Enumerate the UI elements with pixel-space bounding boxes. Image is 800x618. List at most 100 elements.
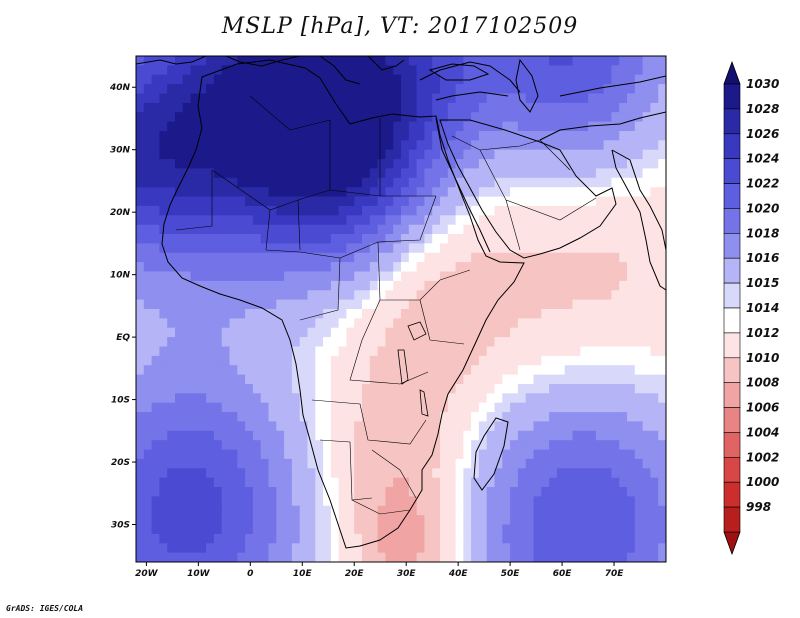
field-cell	[229, 430, 238, 441]
field-cell	[198, 412, 207, 423]
field-cell	[159, 384, 168, 394]
field-cell	[533, 205, 542, 216]
plot-frame	[135, 55, 667, 563]
colorbar-swatch	[723, 108, 741, 135]
field-cell	[354, 196, 363, 207]
field-cell	[229, 505, 238, 516]
field-cell	[658, 468, 666, 479]
field-cell	[346, 243, 355, 254]
field-cell	[237, 533, 246, 544]
field-cell	[338, 187, 347, 198]
field-cell	[260, 543, 270, 554]
field-cell	[393, 346, 402, 357]
field-cell	[494, 93, 503, 104]
field-cell	[369, 458, 379, 469]
field-cell	[440, 252, 449, 263]
field-cell	[159, 309, 168, 319]
field-cell	[502, 159, 511, 170]
lake-tanganyika	[397, 349, 409, 385]
field-cell	[541, 440, 550, 451]
field-cell	[175, 309, 184, 319]
field-cell	[424, 159, 433, 170]
field-cell	[611, 374, 620, 385]
field-cell	[580, 262, 589, 273]
field-cell	[494, 487, 503, 497]
field-cell	[658, 74, 666, 85]
field-cell	[385, 458, 394, 469]
field-cell	[432, 93, 441, 104]
field-cell	[323, 243, 332, 254]
field-cell	[213, 384, 223, 394]
field-cell	[159, 159, 168, 170]
field-cell	[533, 477, 542, 488]
field-cell	[447, 468, 457, 479]
field-cell	[252, 337, 262, 348]
field-cell	[580, 168, 589, 179]
field-cell	[393, 412, 402, 423]
field-cell	[634, 159, 644, 170]
field-cell	[494, 430, 503, 441]
field-cell	[549, 496, 558, 507]
field-cell	[323, 337, 332, 348]
field-cell	[486, 309, 496, 319]
field-cell	[346, 309, 355, 319]
field-cell	[588, 56, 597, 66]
field-cell	[143, 355, 153, 366]
field-cell	[245, 421, 254, 432]
field-cell	[182, 552, 192, 562]
field-cell	[564, 65, 574, 76]
field-cell	[330, 477, 340, 488]
field-cell	[556, 234, 566, 244]
field-cell	[268, 112, 277, 123]
field-cell	[658, 243, 666, 254]
field-cell	[588, 224, 597, 235]
field-cell	[658, 121, 666, 132]
field-cell	[198, 243, 207, 254]
field-cell	[268, 102, 277, 113]
field-cell	[447, 393, 457, 404]
field-cell	[377, 440, 386, 451]
field-cell	[346, 93, 355, 104]
field-cell	[245, 187, 254, 198]
field-cell	[362, 215, 371, 226]
field-cell	[432, 393, 441, 404]
field-cell	[354, 102, 363, 113]
field-cell	[619, 280, 628, 291]
field-cell	[401, 112, 410, 123]
field-cell	[634, 384, 644, 394]
field-cell	[354, 449, 363, 460]
field-cell	[369, 487, 379, 497]
field-cell	[284, 515, 293, 526]
field-cell	[603, 84, 612, 95]
field-cell	[362, 234, 371, 244]
field-cell	[588, 449, 597, 460]
field-cell	[276, 421, 285, 432]
x-tick-label: 30E	[397, 569, 417, 579]
field-cell	[229, 74, 238, 85]
field-cell	[362, 430, 371, 441]
field-cell	[252, 234, 262, 244]
field-cell	[627, 477, 636, 488]
field-cell	[299, 543, 309, 554]
field-cell	[229, 458, 238, 469]
field-cell	[221, 515, 231, 526]
field-cell	[642, 505, 651, 516]
field-cell	[213, 243, 223, 254]
field-cell	[198, 168, 207, 179]
field-cell	[572, 468, 581, 479]
field-cell	[658, 290, 666, 301]
field-cell	[471, 533, 480, 544]
field-cell	[252, 487, 262, 497]
field-cell	[455, 487, 464, 497]
field-cell	[564, 74, 574, 85]
field-cell	[432, 84, 441, 95]
field-cell	[556, 477, 566, 488]
field-cell	[307, 309, 316, 319]
field-cell	[556, 374, 566, 385]
field-cell	[650, 112, 659, 123]
field-cell	[323, 177, 332, 188]
field-cell	[642, 449, 651, 460]
field-cell	[151, 299, 160, 310]
field-cell	[627, 56, 636, 66]
field-cell	[338, 112, 347, 123]
